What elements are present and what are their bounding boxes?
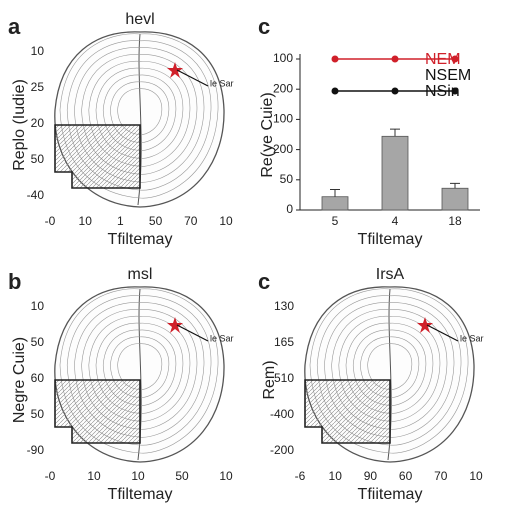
y-tick-label: 50 — [31, 407, 45, 421]
x-tick-label: 10 — [79, 214, 93, 228]
y-tick-label: 50 — [31, 152, 45, 166]
error-bar — [450, 182, 460, 189]
x-tick-label: 70 — [434, 469, 448, 483]
x-axis-label: Tfiitemay — [358, 486, 423, 503]
legend-label: NEM — [425, 51, 461, 68]
annotation: le Sar — [460, 333, 484, 343]
y-tick-label: 200 — [273, 81, 293, 95]
panel: a hevl le Sar 10 25 20 50 -40-0 10 1 50 70 10 Tfiltem… — [8, 11, 234, 248]
y-tick-label: 20 — [31, 116, 45, 130]
y-tick-label: 165 — [274, 335, 294, 349]
y-tick-label: -40 — [27, 188, 45, 202]
y-tick-label: 130 — [274, 299, 294, 313]
error-bar — [390, 128, 400, 137]
annotation: le Sar — [210, 333, 234, 343]
bar — [321, 196, 349, 211]
x-tick-label: 1 — [117, 214, 124, 228]
panel-title: IrsA — [376, 266, 405, 283]
panel-letter: b — [8, 269, 21, 294]
x-axis-label: Tfiltemay — [108, 486, 173, 503]
line-point — [391, 87, 399, 95]
panel-letter: a — [8, 14, 21, 39]
line-point — [391, 55, 399, 63]
x-tick-label: -0 — [45, 214, 56, 228]
x-tick-label: 10 — [219, 214, 233, 228]
y-tick-label: 60 — [31, 371, 45, 385]
region-box — [54, 379, 141, 444]
error-bar — [330, 188, 340, 197]
panel-letter: c — [258, 14, 270, 39]
star — [167, 62, 183, 78]
x-axis-label: Tfiltemay — [108, 231, 173, 248]
annotation: le Sar — [210, 78, 234, 88]
y-tick-label: 50 — [31, 335, 45, 349]
y-tick-label: 510 — [274, 371, 294, 385]
x-tick-label: 60 — [399, 469, 413, 483]
x-tick-label: 50 — [149, 214, 163, 228]
x-tick-label: 10 — [87, 469, 101, 483]
x-tick-label: 10 — [329, 469, 343, 483]
star — [417, 317, 433, 333]
line-point — [451, 87, 459, 95]
panel-title: msl — [128, 266, 153, 283]
x-tick-label: -6 — [295, 469, 306, 483]
x-tick-label: 18 — [448, 214, 462, 228]
x-tick-label: 70 — [184, 214, 198, 228]
star — [167, 317, 183, 333]
region-box — [304, 379, 391, 444]
x-tick-label: 10 — [469, 469, 483, 483]
y-axis-label: Re(ye Cuie) — [259, 92, 276, 177]
bar — [441, 187, 469, 211]
y-tick-label: 200 — [273, 142, 293, 156]
pointer — [176, 324, 209, 342]
y-tick-label: -90 — [27, 443, 45, 457]
bar — [381, 135, 409, 211]
line-point — [331, 55, 339, 63]
y-axis-label: Negre Cuie) — [11, 337, 28, 423]
panel-letter: c — [258, 269, 270, 294]
x-tick-label: 10 — [219, 469, 233, 483]
legend-label: NSEM — [425, 67, 471, 84]
y-tick-label: 0 — [286, 202, 293, 216]
x-axis-label: Tfiltemay — [358, 231, 423, 248]
panel: b msl le Sar 10 50 60 50 -90-0 10 10 50 10 Tfiltemay… — [8, 266, 234, 503]
y-tick-label: 10 — [31, 44, 45, 58]
y-axis-label: Replo (Iudie) — [11, 79, 28, 171]
legend-label: NSin — [425, 83, 460, 100]
x-tick-label: -0 — [45, 469, 56, 483]
y-tick-label: 25 — [31, 80, 45, 94]
y-tick-label: 100 — [273, 112, 293, 126]
x-tick-label: 5 — [332, 214, 339, 228]
pointer — [426, 324, 459, 342]
y-axis-label: Rem) — [261, 360, 278, 399]
x-tick-label: 90 — [364, 469, 378, 483]
y-tick-label: -200 — [270, 443, 294, 457]
pointer — [176, 69, 209, 87]
x-tick-label: 50 — [175, 469, 189, 483]
line-point — [331, 87, 339, 95]
panel: c IrsA le Sar 130 165 510 -400 -200-6 10 90 60 70 10… — [258, 266, 484, 503]
region-box — [54, 124, 141, 189]
y-tick-label: 100 — [273, 51, 293, 65]
x-tick-label: 4 — [392, 214, 399, 228]
x-tick-label: 10 — [131, 469, 145, 483]
line-point — [451, 55, 459, 63]
y-tick-label: 10 — [31, 299, 45, 313]
panel-title: hevl — [125, 11, 154, 28]
y-tick-label: -400 — [270, 407, 294, 421]
y-tick-label: 50 — [280, 172, 294, 186]
